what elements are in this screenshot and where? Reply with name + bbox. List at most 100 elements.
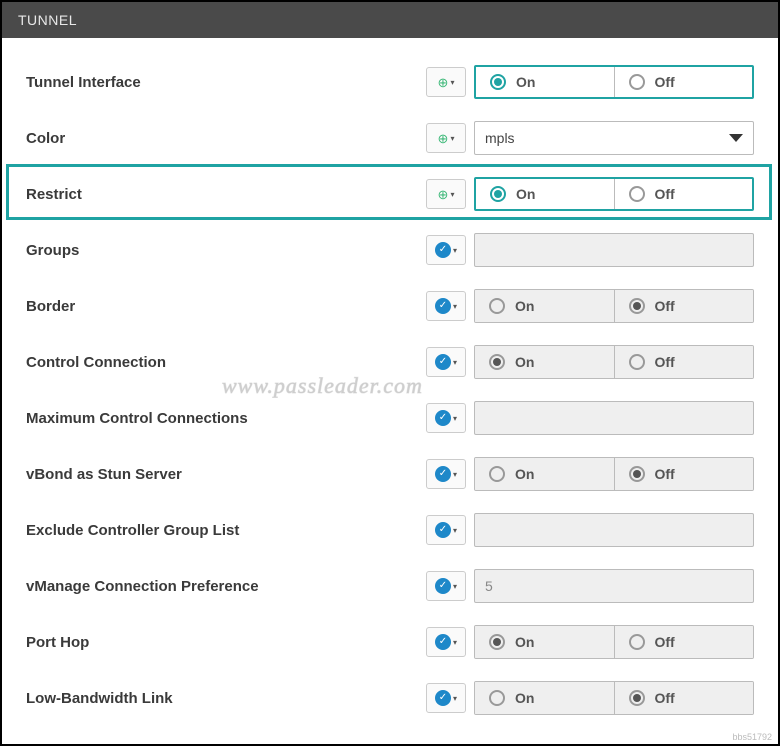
panel-header: TUNNEL [2, 2, 778, 38]
mode-dropdown[interactable]: ⊕▾ [426, 179, 466, 209]
on-option[interactable]: On [475, 682, 615, 714]
setting-controls: ✓▾ On Off [426, 681, 754, 715]
panel-content: www.passleader.com bbs51792 Tunnel Inter… [2, 38, 778, 744]
check-icon: ✓ [435, 298, 451, 314]
mode-dropdown[interactable]: ✓▾ [426, 235, 466, 265]
setting-label: Tunnel Interface [26, 74, 426, 91]
on-option[interactable]: On [476, 67, 615, 97]
toggle-label: On [516, 186, 535, 202]
toggle-label: Off [655, 74, 675, 90]
toggle-label: On [515, 466, 534, 482]
toggle-label: Off [655, 186, 675, 202]
radio-icon [489, 690, 505, 706]
setting-label: Restrict [26, 186, 426, 203]
toggle-label: On [515, 298, 534, 314]
off-option[interactable]: Off [615, 290, 754, 322]
toggle-label: On [515, 634, 534, 650]
toggle-label: On [515, 690, 534, 706]
check-icon: ✓ [435, 410, 451, 426]
setting-controls: ⊕▾ On Off [426, 65, 754, 99]
setting-label: Port Hop [26, 634, 426, 651]
radio-icon [629, 186, 645, 202]
on-off-toggle: On Off [474, 625, 754, 659]
radio-icon [629, 466, 645, 482]
globe-icon: ⊕ [438, 188, 449, 201]
globe-icon: ⊕ [438, 132, 449, 145]
setting-row-vmanage_pref: vManage Connection Preference✓▾5 [26, 562, 754, 610]
mode-dropdown[interactable]: ✓▾ [426, 347, 466, 377]
setting-label: Border [26, 298, 426, 315]
setting-label: Groups [26, 242, 426, 259]
setting-row-port_hop: Port Hop✓▾ On Off [26, 618, 754, 666]
mode-dropdown[interactable]: ✓▾ [426, 515, 466, 545]
setting-controls: ✓▾ On Off [426, 289, 754, 323]
caret-down-icon: ▾ [450, 78, 454, 87]
on-off-toggle: On Off [474, 457, 754, 491]
chevron-down-icon [729, 134, 743, 142]
off-option[interactable]: Off [615, 682, 754, 714]
setting-row-color: Color⊕▾mpls [26, 114, 754, 162]
setting-row-control_connection: Control Connection✓▾ On Off [26, 338, 754, 386]
color-select[interactable]: mpls [474, 121, 754, 155]
radio-icon [629, 74, 645, 90]
setting-controls: ✓▾ On Off [426, 457, 754, 491]
on-off-toggle: On Off [474, 65, 754, 99]
caret-down-icon: ▾ [453, 302, 457, 311]
toggle-label: On [515, 354, 534, 370]
caret-down-icon: ▾ [453, 358, 457, 367]
check-icon: ✓ [435, 522, 451, 538]
select-value: mpls [485, 130, 515, 146]
mode-dropdown[interactable]: ✓▾ [426, 459, 466, 489]
on-option[interactable]: On [475, 458, 615, 490]
on-off-toggle: On Off [474, 289, 754, 323]
on-option[interactable]: On [475, 626, 615, 658]
radio-icon [490, 74, 506, 90]
setting-label: Exclude Controller Group List [26, 522, 426, 539]
setting-label: Maximum Control Connections [26, 410, 426, 427]
check-icon: ✓ [435, 242, 451, 258]
off-option[interactable]: Off [615, 626, 754, 658]
setting-row-restrict: Restrict⊕▾OnOff [26, 170, 754, 218]
check-icon: ✓ [435, 466, 451, 482]
toggle-label: Off [655, 354, 675, 370]
setting-controls: ✓▾ 5 [426, 569, 754, 603]
setting-controls: ✓▾ On Off [426, 625, 754, 659]
caret-down-icon: ▾ [450, 190, 454, 199]
off-option[interactable]: Off [615, 346, 754, 378]
off-option[interactable]: Off [615, 67, 753, 97]
on-off-toggle: On Off [474, 177, 754, 211]
toggle-label: Off [655, 634, 675, 650]
setting-label: Control Connection [26, 354, 426, 371]
radio-icon [629, 298, 645, 314]
mode-dropdown[interactable]: ✓▾ [426, 403, 466, 433]
setting-controls: ⊕▾ On Off [426, 177, 754, 211]
on-option[interactable]: On [475, 290, 615, 322]
check-icon: ✓ [435, 690, 451, 706]
off-option[interactable]: Off [615, 458, 754, 490]
radio-icon [490, 186, 506, 202]
off-option[interactable]: Off [615, 179, 753, 209]
toggle-label: Off [655, 466, 675, 482]
mode-dropdown[interactable]: ✓▾ [426, 683, 466, 713]
mode-dropdown[interactable]: ⊕▾ [426, 123, 466, 153]
setting-controls: ✓▾ [426, 513, 754, 547]
caret-down-icon: ▾ [450, 134, 454, 143]
mode-dropdown[interactable]: ✓▾ [426, 627, 466, 657]
caret-down-icon: ▾ [453, 694, 457, 703]
caret-down-icon: ▾ [453, 526, 457, 535]
on-option[interactable]: On [475, 346, 615, 378]
on-option[interactable]: On [476, 179, 615, 209]
setting-row-tunnel_interface: Tunnel Interface⊕▾OnOff [26, 58, 754, 106]
exclude_ctrl_group-input [474, 513, 754, 547]
setting-controls: ⊕▾ mpls [426, 121, 754, 155]
mode-dropdown[interactable]: ✓▾ [426, 291, 466, 321]
vmanage_pref-input: 5 [474, 569, 754, 603]
on-off-toggle: On Off [474, 345, 754, 379]
on-off-toggle: On Off [474, 681, 754, 715]
setting-row-low_bandwidth: Low-Bandwidth Link✓▾OnOff [26, 674, 754, 722]
toggle-label: On [516, 74, 535, 90]
globe-icon: ⊕ [438, 76, 449, 89]
caret-down-icon: ▾ [453, 414, 457, 423]
mode-dropdown[interactable]: ✓▾ [426, 571, 466, 601]
mode-dropdown[interactable]: ⊕▾ [426, 67, 466, 97]
